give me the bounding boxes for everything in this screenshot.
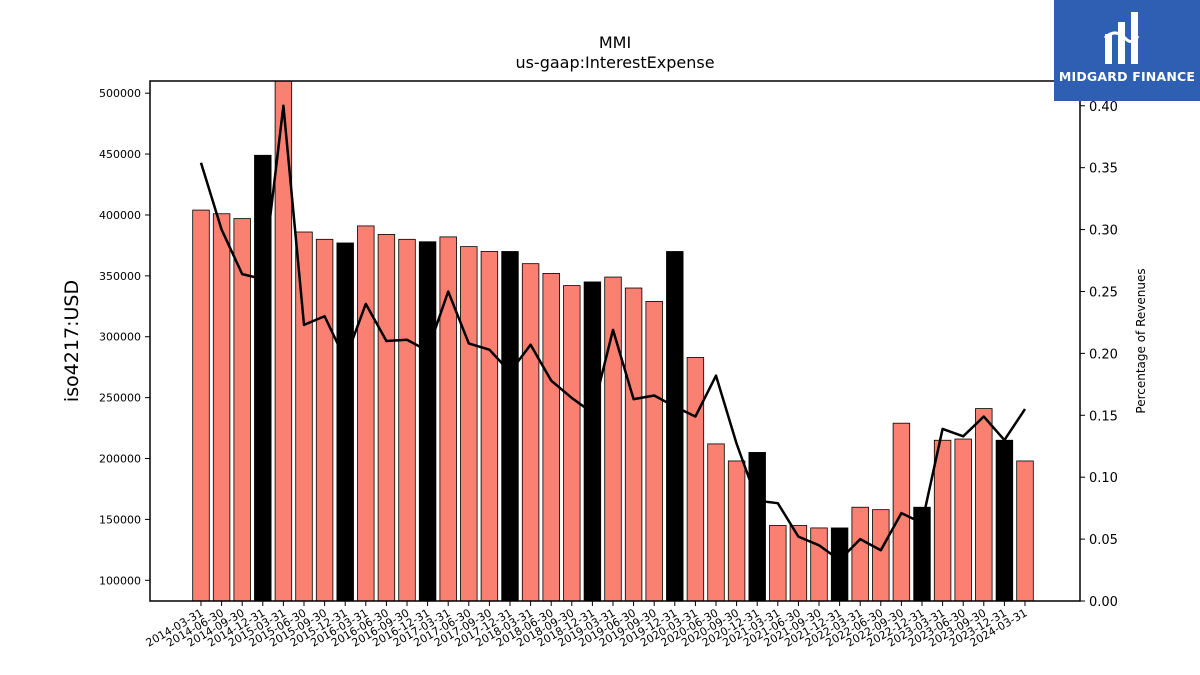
chart-title: MMI <box>599 33 631 52</box>
bar-2021-12-31 <box>830 527 849 601</box>
bar-2023-09-30 <box>975 408 993 601</box>
bar-2019-12-31 <box>666 251 684 601</box>
y-axis-label: iso4217:USD <box>61 280 83 402</box>
bar-2019-06-30 <box>624 287 643 601</box>
bar-2015-03-31 <box>274 81 293 601</box>
y2-tick-label: 0.00 <box>1089 595 1118 610</box>
logo-text: MIDGARD FINANCE <box>1058 69 1196 84</box>
y2-tick-label: 0.40 <box>1089 100 1118 115</box>
bar-2023-03-31 <box>933 439 952 601</box>
bar-2017-09-30 <box>480 251 499 601</box>
y-tick-label: 350000 <box>99 270 141 283</box>
bar-2022-03-31 <box>851 506 869 601</box>
bar-2018-12-31 <box>583 281 602 601</box>
y2-tick-label: 0.35 <box>1089 162 1118 177</box>
bar-2016-12-31 <box>418 241 437 601</box>
bar-2015-12-31 <box>336 242 354 601</box>
y-tick-label: 450000 <box>99 148 141 161</box>
y2-tick-label: 0.25 <box>1089 285 1118 300</box>
bar-2014-12-31 <box>254 154 272 601</box>
bar-2014-09-30 <box>233 218 251 601</box>
bar-2018-03-31 <box>521 263 540 601</box>
y-tick-label: 500000 <box>99 87 141 100</box>
bar-2023-06-30 <box>954 438 972 601</box>
bar-2018-09-30 <box>563 285 581 601</box>
bar-2020-12-31 <box>748 452 766 601</box>
bar-2018-06-30 <box>542 273 560 601</box>
bar-2016-06-30 <box>377 234 396 601</box>
bar-2014-03-31 <box>192 209 210 601</box>
bar-2021-03-31 <box>769 525 787 601</box>
bar-2019-09-30 <box>645 301 663 601</box>
bar-2019-03-31 <box>604 276 622 601</box>
y-tick-label: 250000 <box>99 392 141 405</box>
y2-tick-label: 0.30 <box>1089 224 1118 239</box>
bar-2020-03-31 <box>686 357 705 601</box>
y2-tick-label: 0.05 <box>1089 533 1118 548</box>
plot-frame <box>149 80 1081 602</box>
bar-2015-06-30 <box>295 231 313 601</box>
bar-2016-09-30 <box>398 238 416 601</box>
percentage-of-revenues-line <box>199 104 1027 562</box>
bar-2016-03-31 <box>357 225 375 601</box>
y-tick-label: 200000 <box>99 453 141 466</box>
bar-2020-06-30 <box>707 443 725 601</box>
bar-2020-09-30 <box>727 460 746 601</box>
bar-2017-06-30 <box>460 246 478 601</box>
y-tick-label: 100000 <box>99 574 141 587</box>
bar-2021-09-30 <box>810 527 828 601</box>
bar-2014-06-30 <box>212 213 231 601</box>
bar-2015-09-30 <box>315 238 334 601</box>
bar-2022-06-30 <box>872 509 890 601</box>
y2-axis-label: Percentage of Revenues <box>1134 268 1148 413</box>
bar-2017-12-31 <box>501 251 519 601</box>
y2-tick-label: 0.10 <box>1089 471 1118 486</box>
midgard-logo-icon <box>1103 12 1140 64</box>
bar-2023-12-31 <box>995 439 1014 601</box>
midgard-finance-logo: MIDGARD FINANCE <box>1054 0 1200 101</box>
bar-2024-03-31 <box>1016 460 1034 601</box>
bar-2022-12-31 <box>913 506 931 601</box>
chart-subtitle: us-gaap:InterestExpense <box>515 53 714 72</box>
y-tick-label: 400000 <box>99 209 141 222</box>
y2-tick-label: 0.20 <box>1089 347 1118 362</box>
y-tick-label: 300000 <box>99 331 141 344</box>
y2-tick-label: 0.15 <box>1089 409 1118 424</box>
y-tick-label: 150000 <box>99 513 141 526</box>
